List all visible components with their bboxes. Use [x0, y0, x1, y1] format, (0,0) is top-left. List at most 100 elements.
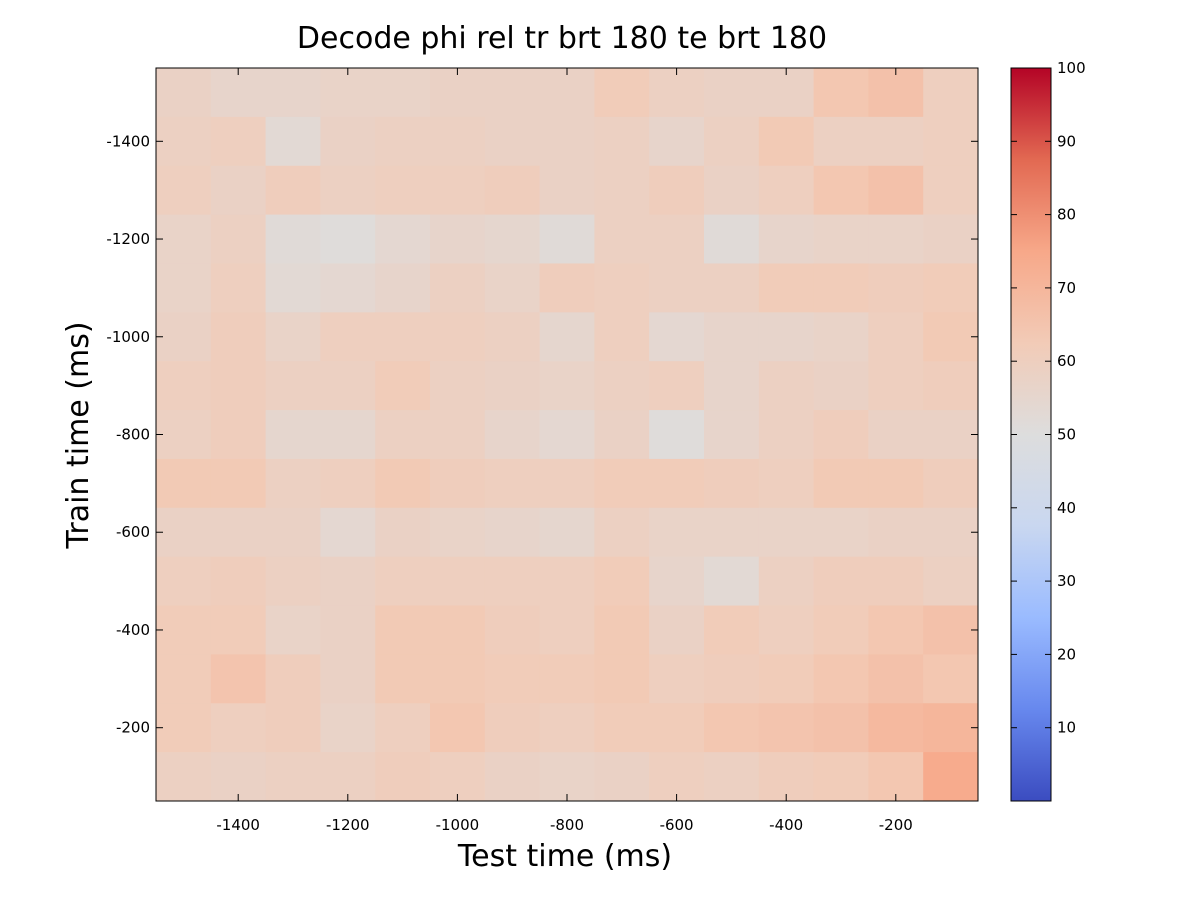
heatmap-cell — [923, 410, 979, 460]
heatmap-cell — [704, 605, 760, 655]
heatmap-cell — [758, 116, 815, 167]
heatmap-cell — [210, 654, 267, 704]
heatmap-cell — [758, 165, 815, 216]
x-tick-label: -400 — [769, 816, 803, 834]
heatmap-cell — [430, 68, 486, 118]
x-axis-ticks: -1400 -1200 -1000 -800 -600 -400 -200 — [216, 68, 913, 834]
heatmap-cell — [430, 312, 486, 362]
heatmap-cell — [758, 556, 815, 607]
heatmap-cell — [539, 556, 595, 607]
heatmap-cell — [594, 361, 650, 411]
heatmap-cell — [210, 752, 267, 802]
heatmap-cell — [484, 361, 541, 411]
heatmap-cell — [539, 263, 595, 313]
heatmap-cell — [649, 214, 705, 264]
x-tick-label: -200 — [879, 816, 913, 834]
heatmap-cell — [539, 654, 595, 704]
heatmap-cell — [375, 556, 431, 607]
heatmap-cell — [813, 361, 869, 411]
heatmap-cell — [868, 214, 924, 264]
heatmap-cell — [758, 703, 815, 753]
heatmap-cell — [265, 263, 321, 313]
heatmap-cell — [758, 605, 815, 655]
heatmap-cell — [375, 214, 431, 264]
heatmap-cell — [320, 312, 376, 362]
heatmap-cell — [594, 654, 650, 704]
heatmap-cell — [156, 654, 212, 704]
heatmap-cell — [868, 361, 924, 411]
heatmap-cell — [704, 556, 760, 607]
heatmap-cell — [539, 165, 595, 216]
heatmap-cell — [484, 703, 541, 753]
heatmap-cell — [649, 605, 705, 655]
heatmap-cell — [265, 654, 321, 704]
heatmap-cell — [649, 410, 705, 460]
heatmap-cell — [430, 214, 486, 264]
heatmap-cell — [156, 703, 212, 753]
heatmap-cell — [758, 654, 815, 704]
heatmap-cell — [210, 68, 267, 118]
heatmap-cell — [868, 312, 924, 362]
heatmap-cell — [868, 263, 924, 313]
heatmap-cell — [375, 165, 431, 216]
heatmap-cell — [594, 458, 650, 509]
heatmap-cell — [813, 458, 869, 509]
heatmap-cell — [758, 507, 815, 558]
heatmap-cell — [649, 752, 705, 802]
heatmap-cell — [484, 605, 541, 655]
heatmap-cell — [868, 116, 924, 167]
heatmap-cell — [375, 507, 431, 558]
heatmap-cell — [539, 703, 595, 753]
heatmap-cell — [704, 703, 760, 753]
heatmap-cell — [320, 703, 376, 753]
y-axis-ticks: -1400 -1200 -1000 -800 -600 -400 -200 — [106, 132, 978, 737]
heatmap-cell — [430, 605, 486, 655]
colorbar-tick-label: 40 — [1057, 499, 1076, 517]
heatmap-cell — [320, 654, 376, 704]
heatmap-cell — [813, 703, 869, 753]
heatmap-cell — [210, 556, 267, 607]
heatmap-cell — [594, 605, 650, 655]
y-tick-label: -400 — [116, 621, 150, 639]
heatmap-cell — [484, 458, 541, 509]
heatmap-cell — [594, 116, 650, 167]
y-tick-label: -800 — [116, 426, 150, 444]
colorbar-tick-label: 80 — [1057, 206, 1076, 224]
heatmap-cell — [704, 458, 760, 509]
heatmap-cell — [265, 410, 321, 460]
heatmap-cell — [484, 654, 541, 704]
heatmap-cell — [923, 116, 979, 167]
heatmap-cell — [210, 605, 267, 655]
heatmap-cell — [265, 214, 321, 264]
heatmap-cell — [539, 605, 595, 655]
heatmap-cell — [156, 507, 212, 558]
heatmap-cell — [813, 165, 869, 216]
heatmap-cell — [430, 361, 486, 411]
heatmap-cell — [923, 605, 979, 655]
heatmap-cell — [320, 361, 376, 411]
heatmap-cell — [265, 703, 321, 753]
heatmap-cell — [704, 752, 760, 802]
heatmap-cell — [649, 458, 705, 509]
heatmap-cell — [539, 410, 595, 460]
heatmap-cell — [375, 68, 431, 118]
heatmap-cell — [813, 654, 869, 704]
heatmap-cell — [758, 263, 815, 313]
heatmap-cell — [430, 703, 486, 753]
heatmap-cell — [375, 263, 431, 313]
heatmap-cell — [320, 458, 376, 509]
heatmap-cell — [430, 116, 486, 167]
heatmap-cell — [210, 458, 267, 509]
heatmap-cell — [539, 507, 595, 558]
heatmap-cell — [320, 507, 376, 558]
heatmap-cell — [758, 214, 815, 264]
heatmap-cell — [210, 165, 267, 216]
heatmap-cell — [649, 312, 705, 362]
heatmap-cell — [375, 116, 431, 167]
y-tick-label: -200 — [116, 719, 150, 737]
heatmap-cell — [265, 116, 321, 167]
heatmap-cell — [813, 116, 869, 167]
heatmap-cell — [704, 263, 760, 313]
heatmap-cell — [758, 68, 815, 118]
